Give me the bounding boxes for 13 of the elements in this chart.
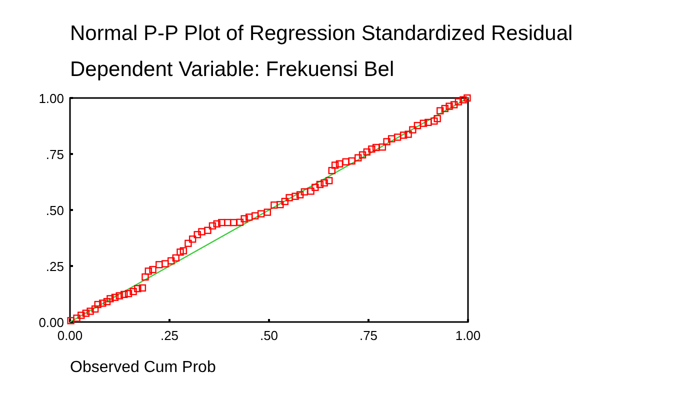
chart-title: Normal P-P Plot of Regression Standardized Residual — [70, 22, 573, 45]
y-tick-label: 1.00 — [38, 91, 64, 106]
y-tick-label: 0.00 — [38, 315, 64, 330]
y-tick-label: .75 — [46, 147, 64, 162]
y-tick-label: .50 — [46, 203, 64, 218]
chart-subtitle: Dependent Variable: Frekuensi Bel — [70, 58, 394, 81]
y-tick-label: .25 — [46, 259, 64, 274]
x-tick-label: .25 — [160, 328, 179, 343]
x-tick-label: .50 — [260, 328, 278, 343]
x-axis-title: Observed Cum Prob — [70, 359, 216, 376]
x-tick-label: 1.00 — [455, 328, 481, 343]
x-tick-label: .75 — [359, 328, 378, 343]
x-tick-label: 0.00 — [57, 328, 83, 343]
